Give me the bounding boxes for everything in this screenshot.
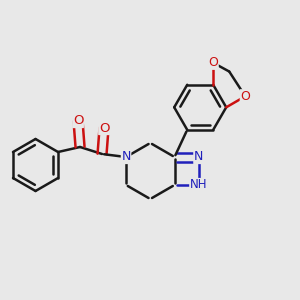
Text: O: O (73, 115, 83, 128)
Text: O: O (208, 56, 218, 69)
Text: O: O (99, 122, 109, 134)
Text: N: N (194, 151, 203, 164)
Text: O: O (240, 90, 250, 103)
Text: NH: NH (190, 178, 207, 191)
Text: N: N (122, 151, 131, 164)
